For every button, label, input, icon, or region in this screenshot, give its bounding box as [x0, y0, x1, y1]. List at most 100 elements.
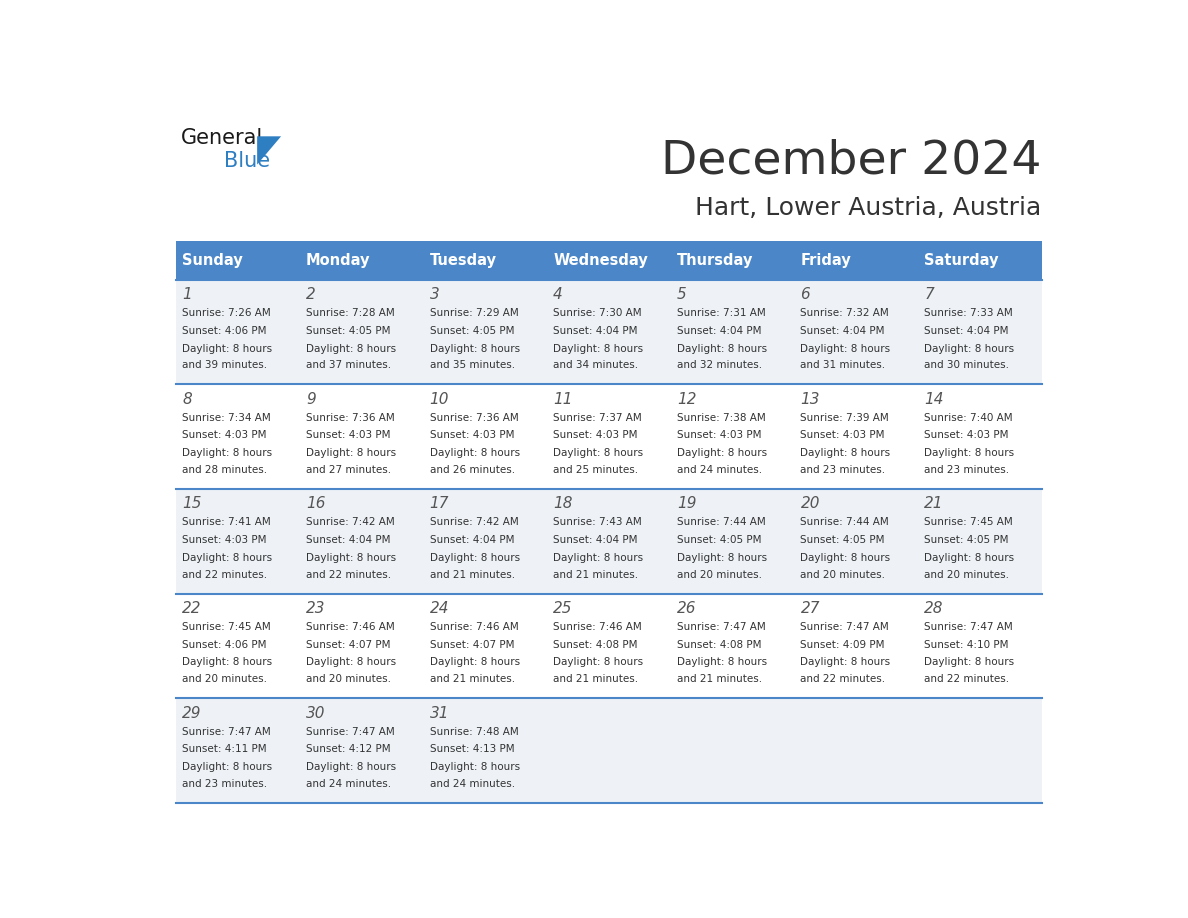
Text: 29: 29 — [182, 706, 202, 721]
Text: Sunset: 4:13 PM: Sunset: 4:13 PM — [430, 744, 514, 755]
Text: and 26 minutes.: and 26 minutes. — [430, 465, 514, 475]
FancyBboxPatch shape — [546, 241, 671, 280]
Text: Daylight: 8 hours: Daylight: 8 hours — [554, 448, 644, 458]
Text: 7: 7 — [924, 287, 934, 302]
Text: Daylight: 8 hours: Daylight: 8 hours — [801, 657, 891, 667]
Text: and 20 minutes.: and 20 minutes. — [677, 569, 762, 579]
FancyBboxPatch shape — [671, 280, 795, 385]
Text: Sunset: 4:05 PM: Sunset: 4:05 PM — [801, 535, 885, 545]
Text: and 21 minutes.: and 21 minutes. — [554, 674, 638, 684]
Text: Sunset: 4:05 PM: Sunset: 4:05 PM — [307, 326, 391, 336]
Text: Sunset: 4:10 PM: Sunset: 4:10 PM — [924, 640, 1009, 650]
Text: Sunset: 4:03 PM: Sunset: 4:03 PM — [924, 431, 1009, 441]
Text: 25: 25 — [554, 601, 573, 616]
Text: Sunrise: 7:36 AM: Sunrise: 7:36 AM — [430, 413, 518, 422]
Text: Daylight: 8 hours: Daylight: 8 hours — [554, 657, 644, 667]
Text: Monday: Monday — [307, 252, 371, 268]
Text: Sunset: 4:04 PM: Sunset: 4:04 PM — [430, 535, 514, 545]
Text: 6: 6 — [801, 287, 810, 302]
Text: 2: 2 — [307, 287, 316, 302]
Text: Sunset: 4:06 PM: Sunset: 4:06 PM — [182, 326, 267, 336]
Text: and 22 minutes.: and 22 minutes. — [182, 569, 267, 579]
Text: Sunrise: 7:47 AM: Sunrise: 7:47 AM — [801, 621, 890, 632]
FancyBboxPatch shape — [671, 489, 795, 594]
Text: Daylight: 8 hours: Daylight: 8 hours — [182, 762, 272, 772]
Text: Daylight: 8 hours: Daylight: 8 hours — [307, 343, 396, 353]
Text: Sunset: 4:03 PM: Sunset: 4:03 PM — [554, 431, 638, 441]
FancyBboxPatch shape — [423, 489, 546, 594]
Text: Sunrise: 7:46 AM: Sunrise: 7:46 AM — [430, 621, 518, 632]
Text: 28: 28 — [924, 601, 943, 616]
Text: and 24 minutes.: and 24 minutes. — [307, 778, 391, 789]
FancyBboxPatch shape — [299, 699, 423, 803]
FancyBboxPatch shape — [176, 280, 299, 385]
Text: Sunrise: 7:36 AM: Sunrise: 7:36 AM — [307, 413, 394, 422]
Text: 24: 24 — [430, 601, 449, 616]
Text: Sunrise: 7:37 AM: Sunrise: 7:37 AM — [554, 413, 642, 422]
Text: Sunset: 4:04 PM: Sunset: 4:04 PM — [554, 326, 638, 336]
Text: Daylight: 8 hours: Daylight: 8 hours — [924, 448, 1015, 458]
Text: and 22 minutes.: and 22 minutes. — [924, 674, 1010, 684]
Text: and 24 minutes.: and 24 minutes. — [430, 778, 514, 789]
FancyBboxPatch shape — [546, 280, 671, 385]
Text: Sunset: 4:11 PM: Sunset: 4:11 PM — [182, 744, 267, 755]
Text: 21: 21 — [924, 497, 943, 511]
Text: and 25 minutes.: and 25 minutes. — [554, 465, 638, 475]
Text: and 23 minutes.: and 23 minutes. — [182, 778, 267, 789]
Text: Daylight: 8 hours: Daylight: 8 hours — [924, 553, 1015, 563]
Text: Sunrise: 7:42 AM: Sunrise: 7:42 AM — [430, 517, 518, 527]
Text: 9: 9 — [307, 392, 316, 407]
FancyBboxPatch shape — [918, 385, 1042, 489]
Text: Daylight: 8 hours: Daylight: 8 hours — [554, 553, 644, 563]
FancyBboxPatch shape — [299, 241, 423, 280]
FancyBboxPatch shape — [299, 594, 423, 699]
Text: 4: 4 — [554, 287, 563, 302]
Text: Sunset: 4:09 PM: Sunset: 4:09 PM — [801, 640, 885, 650]
Text: 23: 23 — [307, 601, 326, 616]
Text: Daylight: 8 hours: Daylight: 8 hours — [182, 553, 272, 563]
Text: Sunrise: 7:48 AM: Sunrise: 7:48 AM — [430, 726, 518, 736]
Text: Sunset: 4:03 PM: Sunset: 4:03 PM — [677, 431, 762, 441]
Text: Daylight: 8 hours: Daylight: 8 hours — [430, 553, 519, 563]
FancyBboxPatch shape — [671, 699, 795, 803]
Text: Tuesday: Tuesday — [430, 252, 497, 268]
Text: Sunset: 4:08 PM: Sunset: 4:08 PM — [677, 640, 762, 650]
Text: and 22 minutes.: and 22 minutes. — [307, 569, 391, 579]
Text: Daylight: 8 hours: Daylight: 8 hours — [924, 657, 1015, 667]
FancyBboxPatch shape — [546, 489, 671, 594]
Text: and 20 minutes.: and 20 minutes. — [801, 569, 885, 579]
Text: 22: 22 — [182, 601, 202, 616]
Text: Sunset: 4:06 PM: Sunset: 4:06 PM — [182, 640, 267, 650]
Text: and 21 minutes.: and 21 minutes. — [554, 569, 638, 579]
Text: Daylight: 8 hours: Daylight: 8 hours — [430, 762, 519, 772]
Text: Sunday: Sunday — [182, 252, 244, 268]
Text: and 23 minutes.: and 23 minutes. — [801, 465, 885, 475]
Polygon shape — [257, 136, 282, 164]
Text: December 2024: December 2024 — [661, 139, 1042, 184]
Text: and 35 minutes.: and 35 minutes. — [430, 361, 514, 370]
FancyBboxPatch shape — [423, 594, 546, 699]
Text: and 37 minutes.: and 37 minutes. — [307, 361, 391, 370]
Text: Daylight: 8 hours: Daylight: 8 hours — [677, 343, 767, 353]
Text: Sunset: 4:03 PM: Sunset: 4:03 PM — [307, 431, 391, 441]
Text: 13: 13 — [801, 392, 820, 407]
Text: 17: 17 — [430, 497, 449, 511]
Text: Sunrise: 7:46 AM: Sunrise: 7:46 AM — [554, 621, 642, 632]
Text: Sunset: 4:07 PM: Sunset: 4:07 PM — [307, 640, 391, 650]
Text: 10: 10 — [430, 392, 449, 407]
FancyBboxPatch shape — [546, 699, 671, 803]
Text: Sunrise: 7:31 AM: Sunrise: 7:31 AM — [677, 308, 765, 318]
Text: and 22 minutes.: and 22 minutes. — [801, 674, 885, 684]
Text: Sunset: 4:08 PM: Sunset: 4:08 PM — [554, 640, 638, 650]
Text: Blue: Blue — [225, 151, 270, 171]
Text: Sunrise: 7:44 AM: Sunrise: 7:44 AM — [677, 517, 765, 527]
Text: Sunrise: 7:39 AM: Sunrise: 7:39 AM — [801, 413, 890, 422]
Text: 1: 1 — [182, 287, 192, 302]
Text: Daylight: 8 hours: Daylight: 8 hours — [677, 448, 767, 458]
FancyBboxPatch shape — [176, 699, 299, 803]
Text: and 32 minutes.: and 32 minutes. — [677, 361, 762, 370]
FancyBboxPatch shape — [423, 241, 546, 280]
Text: Daylight: 8 hours: Daylight: 8 hours — [307, 657, 396, 667]
Text: and 20 minutes.: and 20 minutes. — [182, 674, 267, 684]
Text: Sunrise: 7:29 AM: Sunrise: 7:29 AM — [430, 308, 518, 318]
